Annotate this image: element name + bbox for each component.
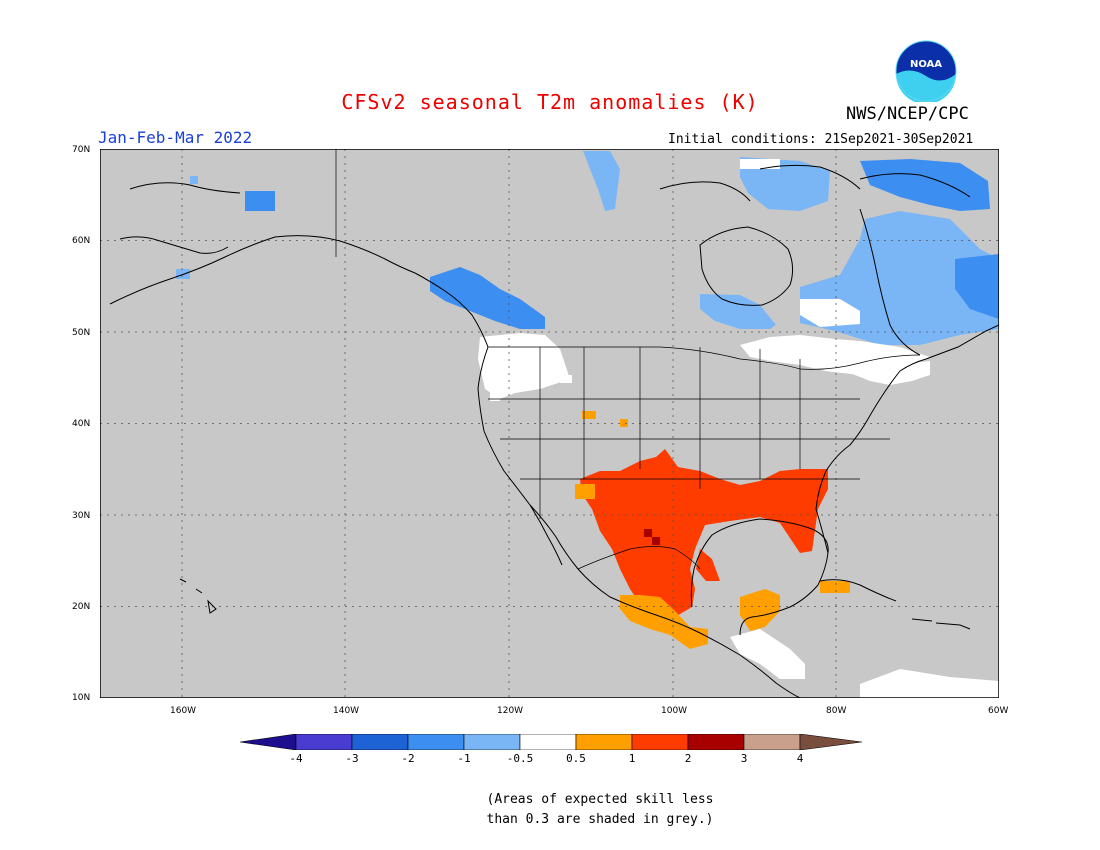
lat-label-40n: 40N <box>72 419 91 429</box>
colorbar-high-arrow <box>799 734 862 750</box>
lat-label-20n: 20N <box>72 602 91 612</box>
color-scale-bar <box>240 734 862 750</box>
lon-label-80w: 80W <box>826 706 847 716</box>
positive-anomaly-areas <box>575 411 850 649</box>
colorbar-label: 2 <box>684 752 692 765</box>
colorbar-label: 3 <box>740 752 748 765</box>
skill-note-line-2: than 0.3 are shaded in grey.) <box>486 812 714 827</box>
anomaly-map: 70N <box>100 149 999 698</box>
colorbar-low-arrow <box>240 734 297 750</box>
agency-label: NWS/NCEP/CPC <box>846 104 969 124</box>
noaa-logo-text: NOAA <box>910 59 942 70</box>
map-title: CFSv2 seasonal T2m anomalies (K) <box>341 90 759 114</box>
colorbar-label: -4 <box>289 752 303 765</box>
colorbar-label: 0.5 <box>566 752 586 765</box>
coastlines <box>109 164 999 698</box>
near-normal-areas <box>478 159 999 698</box>
lat-label-50n: 50N <box>72 328 91 338</box>
skill-note-line-1: (Areas of expected skill less <box>486 792 714 807</box>
colorbar-label: -1 <box>457 752 471 765</box>
colorbar-label: -0.5 <box>506 752 534 765</box>
colorbar-label: -3 <box>345 752 359 765</box>
initial-conditions: Initial conditions: 21Sep2021-30Sep2021 <box>668 132 974 147</box>
lon-label-160w: 160W <box>170 706 197 716</box>
graticule <box>100 149 999 698</box>
lat-label-70n: 70N <box>72 145 91 155</box>
lon-label-100w: 100W <box>661 706 688 716</box>
lat-label-60n: 60N <box>72 236 91 246</box>
political-boundaries <box>335 149 921 570</box>
lat-label-30n: 30N <box>72 511 91 521</box>
skill-note: (Areas of expected skill less than 0.3 a… <box>470 790 730 830</box>
colorbar-label: 4 <box>796 752 804 765</box>
colorbar-label: -2 <box>401 752 415 765</box>
lon-label-120w: 120W <box>497 706 524 716</box>
noaa-logo: NOAA <box>895 40 957 102</box>
forecast-period: Jan-Feb-Mar 2022 <box>98 128 253 147</box>
colorbar-label: 1 <box>628 752 636 765</box>
lat-label-10n: 10N <box>72 693 91 703</box>
lon-label-60w: 60W <box>988 706 1009 716</box>
lon-label-140w: 140W <box>333 706 360 716</box>
